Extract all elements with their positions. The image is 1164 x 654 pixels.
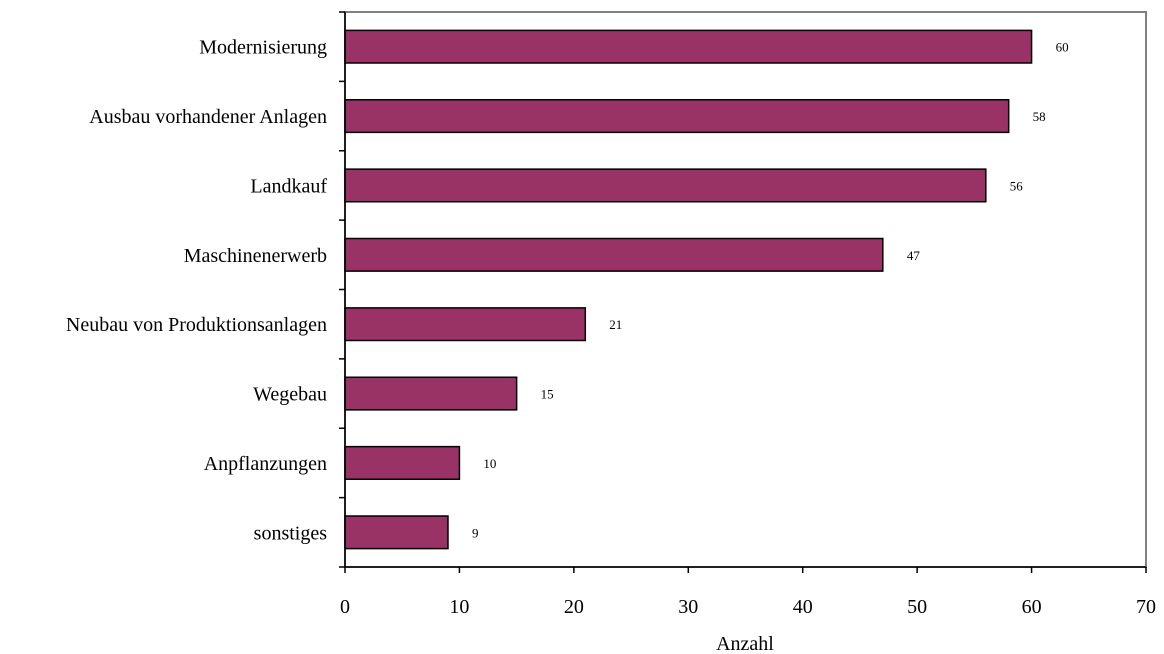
category-label: Anpflanzungen (204, 453, 327, 475)
category-label: Modernisierung (199, 37, 327, 59)
data-label: 9 (472, 525, 479, 540)
data-label: 47 (907, 248, 921, 263)
bar (344, 376, 518, 411)
bar (344, 237, 884, 272)
data-label: 21 (609, 317, 622, 332)
x-tick-label: 30 (678, 596, 698, 618)
x-tick-label: 50 (907, 596, 927, 618)
x-tick-label: 20 (564, 596, 584, 618)
data-label: 15 (541, 387, 554, 402)
data-label: 60 (1056, 40, 1069, 55)
bar (344, 168, 987, 203)
category-label: Maschinenerwerb (184, 245, 327, 267)
x-tick-label: 0 (340, 596, 350, 618)
category-label: Landkauf (250, 175, 327, 197)
data-label: 56 (1010, 178, 1024, 193)
x-axis-title: Anzahl (716, 633, 774, 654)
bar (344, 29, 1033, 64)
data-label: 58 (1033, 109, 1046, 124)
bar (344, 445, 461, 480)
data-labels-group: 60 58 56 47 21 15 10 9 (472, 40, 1069, 541)
y-ticks-group (339, 11, 345, 568)
plot-frame (344, 11, 1147, 568)
x-tick-label: 10 (449, 596, 469, 618)
bar (344, 515, 449, 550)
bar (344, 307, 587, 342)
x-ticks-group: 0 10 20 30 40 50 60 70 (340, 567, 1156, 618)
category-label: Ausbau vorhandener Anlagen (89, 106, 327, 128)
bar (344, 99, 1010, 134)
category-labels-group: Modernisierung Ausbau vorhandener Anlagen… (66, 37, 327, 545)
x-tick-label: 60 (1022, 596, 1042, 618)
bars-group (344, 29, 1033, 550)
category-label: Neubau von Produktionsanlagen (66, 314, 327, 336)
category-label: Wegebau (253, 384, 327, 406)
x-tick-label: 40 (793, 596, 813, 618)
category-label: sonstiges (254, 522, 328, 544)
x-tick-label: 70 (1136, 596, 1156, 618)
data-label: 10 (483, 456, 496, 471)
